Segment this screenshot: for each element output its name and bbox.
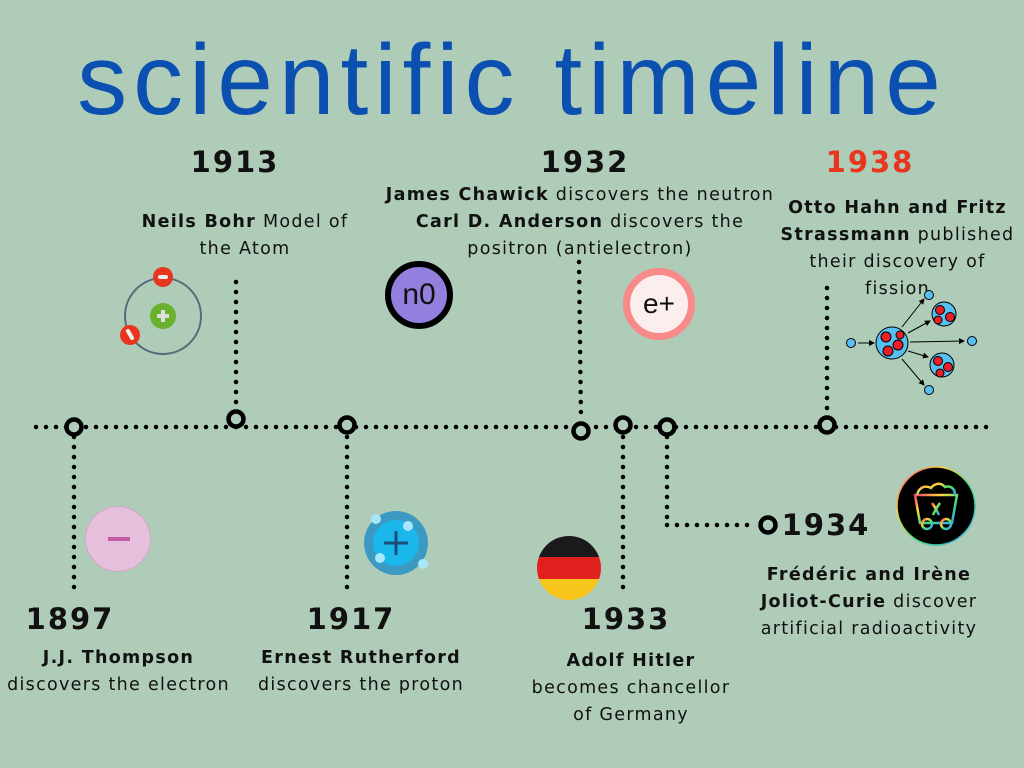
node-1897 bbox=[64, 417, 84, 437]
desc-text: discovers the electron bbox=[7, 675, 230, 695]
node-1934-end bbox=[758, 515, 778, 535]
minecart-icon bbox=[896, 466, 976, 546]
desc-text: discovers the positron (antielectron) bbox=[467, 212, 745, 259]
node-1933 bbox=[613, 415, 633, 435]
positron-icon: e+ bbox=[623, 268, 695, 340]
desc-text: published their discovery of fission bbox=[809, 225, 1015, 299]
year-1913: 1913 bbox=[190, 145, 280, 179]
desc-bold: Neils Bohr bbox=[141, 212, 257, 232]
neutron-icon: n0 bbox=[385, 261, 453, 329]
year-1933: 1933 bbox=[581, 602, 671, 636]
node-1932 bbox=[571, 421, 591, 441]
desc-text: discovers the neutron bbox=[548, 185, 775, 205]
year-1897: 1897 bbox=[25, 602, 115, 636]
connector-1932 bbox=[576, 259, 584, 423]
year-1932: 1932 bbox=[540, 145, 630, 179]
desc-text: discover artificial radioactivity bbox=[760, 592, 978, 639]
node-1934 bbox=[657, 417, 677, 437]
desc-1934: Frédéric and Irène Joliot-Curie discover… bbox=[758, 562, 980, 643]
desc-1933: Adolf Hitler becomes chancellor of Germa… bbox=[520, 648, 742, 729]
desc-bold: Ernest Rutherford bbox=[261, 648, 461, 668]
desc-1897: J.J. Thompson discovers the electron bbox=[0, 645, 237, 699]
desc-1917: Ernest Rutherford discovers the proton bbox=[250, 645, 472, 699]
desc-bold: J.J. Thompson bbox=[42, 648, 195, 668]
desc-bold: James Chawick bbox=[385, 185, 549, 205]
desc-text: Model of the Atom bbox=[199, 212, 349, 259]
year-1917: 1917 bbox=[306, 602, 396, 636]
node-1913 bbox=[226, 409, 246, 429]
node-1917 bbox=[337, 415, 357, 435]
desc-text: discovers the proton bbox=[258, 675, 464, 695]
node-1938 bbox=[817, 415, 837, 435]
atom-icon bbox=[120, 267, 202, 355]
desc-bold: Frédéric and Irène Joliot-Curie bbox=[760, 565, 972, 612]
desc-1938: Otto Hahn and Fritz Strassmann published… bbox=[775, 195, 1020, 303]
desc-1932: James Chawick discovers the neutron Carl… bbox=[380, 182, 780, 263]
desc-bold: Carl D. Anderson bbox=[415, 212, 604, 232]
year-1934: 1934 bbox=[781, 508, 871, 542]
desc-text: becomes chancellor of Germany bbox=[531, 678, 731, 725]
proton-icon bbox=[364, 511, 428, 575]
desc-bold: Adolf Hitler bbox=[566, 651, 696, 671]
desc-1913: Neils Bohr Model of the Atom bbox=[130, 209, 360, 263]
desc-bold: Otto Hahn and Fritz Strassmann bbox=[780, 198, 1007, 245]
german-flag-icon bbox=[537, 536, 601, 600]
page-title: scientific timeline bbox=[77, 24, 947, 136]
year-1938: 1938 bbox=[825, 145, 915, 179]
fission-icon bbox=[846, 290, 977, 395]
electron-icon bbox=[85, 506, 151, 572]
